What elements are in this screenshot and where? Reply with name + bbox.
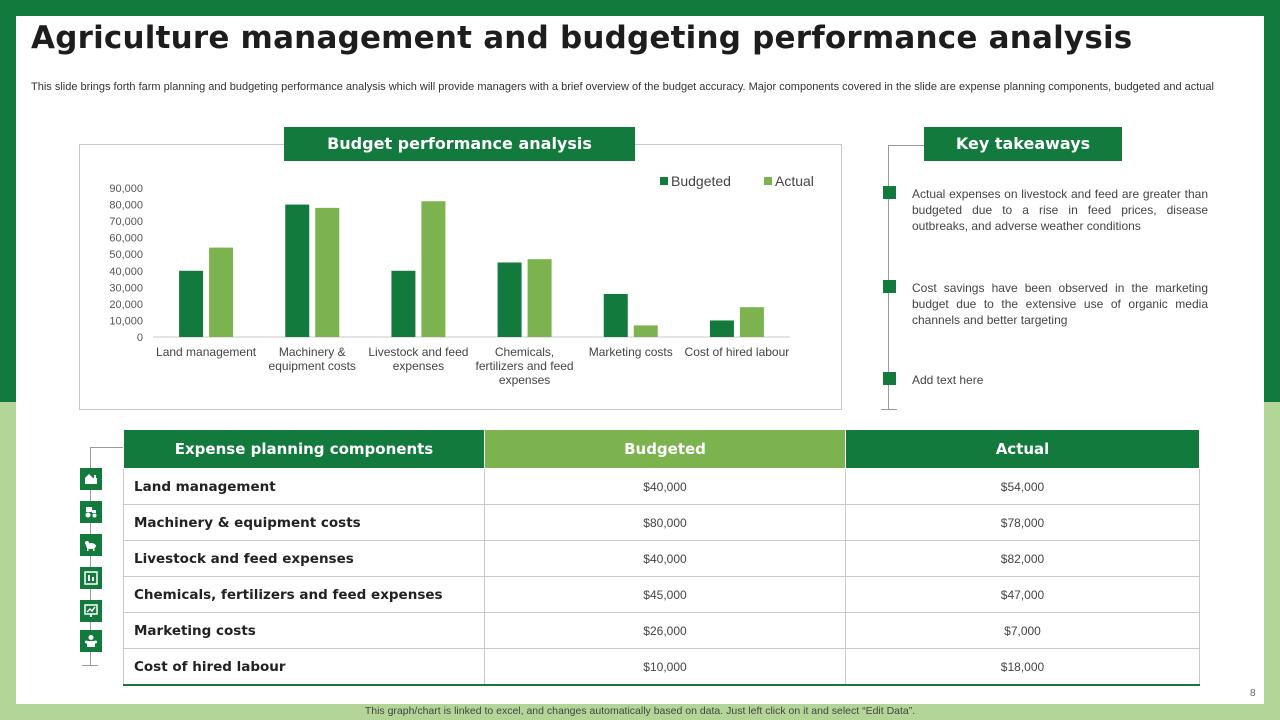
y-tick-label: 90,000 xyxy=(109,183,143,195)
row-component-name: Chemicals, fertilizers and feed expenses xyxy=(123,576,485,613)
table-row: Marketing costs $26,000 $7,000 xyxy=(123,612,1200,649)
row-budgeted-value: $26,000 xyxy=(484,612,846,649)
x-tick-label: Marketing costs xyxy=(589,345,673,359)
takeaway-text: Cost savings have been observed in the m… xyxy=(912,281,1208,327)
labour-icon xyxy=(80,630,102,652)
x-tick-label: Land management xyxy=(156,345,257,359)
actual-bar xyxy=(527,259,552,337)
slide-description: This slide brings forth farm planning an… xyxy=(31,81,1214,93)
footer-note: This graph/chart is linked to excel, and… xyxy=(364,705,916,717)
takeaway-text: Add text here xyxy=(912,373,984,387)
budget-bar-chart[interactable]: 0 10,000 20,000 30,000 40,000 50,000 60,000 70,… xyxy=(79,144,841,409)
x-tick-label-line: fertilizers and feed xyxy=(476,359,574,373)
y-tick-label: 0 xyxy=(137,332,143,344)
y-tick-label: 50,000 xyxy=(109,249,143,261)
y-tick-label: 30,000 xyxy=(109,282,143,294)
row-budgeted-value: $10,000 xyxy=(484,648,846,686)
x-tick-label-line: Chemicals, xyxy=(495,345,554,359)
takeaways-connector xyxy=(888,145,889,409)
chart-section-label: Budget performance analysis xyxy=(284,127,635,161)
slide-title: Agriculture management and budgeting per… xyxy=(31,20,1133,56)
y-tick-label: 70,000 xyxy=(109,216,143,228)
actual-bar xyxy=(739,307,764,337)
x-tick-label: Cost of hired labour xyxy=(685,345,790,359)
x-tick-label-line: expenses xyxy=(393,359,444,373)
header-components: Expense planning components xyxy=(123,429,485,469)
row-actual-value: $82,000 xyxy=(845,540,1200,577)
table-row: Livestock and feed expenses $40,000 $82,… xyxy=(123,540,1200,577)
farm-field-icon xyxy=(80,468,102,490)
x-tick-label-line: equipment costs xyxy=(269,359,356,373)
row-component-name: Marketing costs xyxy=(123,612,485,649)
page-number: 8 xyxy=(1250,688,1256,699)
legend-swatch xyxy=(764,177,772,185)
takeaways-label: Key takeaways xyxy=(924,127,1122,161)
machinery-icon xyxy=(80,501,102,523)
row-budgeted-value: $40,000 xyxy=(484,540,846,577)
header-budgeted: Budgeted xyxy=(484,429,846,469)
row-component-name: Machinery & equipment costs xyxy=(123,504,485,541)
table-row: Cost of hired labour $10,000 $18,000 xyxy=(123,648,1200,686)
row-component-name: Livestock and feed expenses xyxy=(123,540,485,577)
header-actual: Actual xyxy=(845,429,1200,469)
x-tick-label-line: Land management xyxy=(156,345,257,359)
row-actual-value: $7,000 xyxy=(845,612,1200,649)
actual-bar xyxy=(421,201,446,337)
legend-label: Actual xyxy=(775,173,814,189)
actual-bar xyxy=(315,207,340,337)
row-actual-value: $54,000 xyxy=(845,468,1200,505)
x-tick-label: Machinery & equipment costs xyxy=(269,345,356,373)
table-connector xyxy=(90,447,91,665)
x-tick-label: Chemicals, fertilizers and feed expenses xyxy=(476,345,574,387)
budgeted-bar xyxy=(285,204,310,337)
row-budgeted-value: $80,000 xyxy=(484,504,846,541)
row-component-name: Land management xyxy=(123,468,485,505)
takeaway-text: Actual expenses on livestock and feed ar… xyxy=(912,187,1208,233)
takeaways-connector-foot xyxy=(881,409,897,410)
row-budgeted-value: $40,000 xyxy=(484,468,846,505)
table-connector-foot xyxy=(82,665,98,666)
x-tick-label-line: Marketing costs xyxy=(589,345,673,359)
actual-bar xyxy=(209,247,234,337)
takeaways-connector-top xyxy=(888,145,924,146)
actual-bar xyxy=(633,325,658,337)
legend-label: Budgeted xyxy=(671,173,731,189)
row-actual-value: $47,000 xyxy=(845,576,1200,613)
row-budgeted-value: $45,000 xyxy=(484,576,846,613)
takeaway-bullet xyxy=(883,280,896,293)
marketing-chart-icon xyxy=(80,600,102,622)
table-row: Machinery & equipment costs $80,000 $78,… xyxy=(123,504,1200,541)
row-actual-value: $78,000 xyxy=(845,504,1200,541)
table-row: Land management $40,000 $54,000 xyxy=(123,468,1200,505)
y-tick-label: 10,000 xyxy=(109,315,143,327)
x-tick-label: Livestock and feed expenses xyxy=(368,345,468,373)
row-component-name: Cost of hired labour xyxy=(123,648,485,686)
y-tick-label: 20,000 xyxy=(109,299,143,311)
x-tick-label-line: Cost of hired labour xyxy=(685,345,790,359)
table-connector-top xyxy=(90,447,124,448)
budgeted-bar xyxy=(709,320,734,337)
expense-table: Expense planning components Budgeted Act… xyxy=(123,429,1200,686)
budgeted-bar xyxy=(391,270,416,337)
row-actual-value: $18,000 xyxy=(845,648,1200,686)
takeaway-bullet xyxy=(883,372,896,385)
livestock-icon xyxy=(80,534,102,556)
chemicals-icon xyxy=(80,567,102,589)
takeaway-bullet xyxy=(883,186,896,199)
y-tick-label: 60,000 xyxy=(109,233,143,245)
budgeted-bar xyxy=(603,293,628,337)
y-tick-label: 40,000 xyxy=(109,266,143,278)
x-tick-label-line: expenses xyxy=(499,373,550,387)
table-row: Chemicals, fertilizers and feed expenses… xyxy=(123,576,1200,613)
legend-swatch xyxy=(660,177,668,185)
table-header-row: Expense planning components Budgeted Act… xyxy=(123,429,1200,469)
x-tick-label-line: Machinery & xyxy=(279,345,346,359)
x-tick-label-line: Livestock and feed xyxy=(368,345,468,359)
budgeted-bar xyxy=(497,262,522,337)
y-tick-label: 80,000 xyxy=(109,200,143,212)
budgeted-bar xyxy=(179,270,204,337)
